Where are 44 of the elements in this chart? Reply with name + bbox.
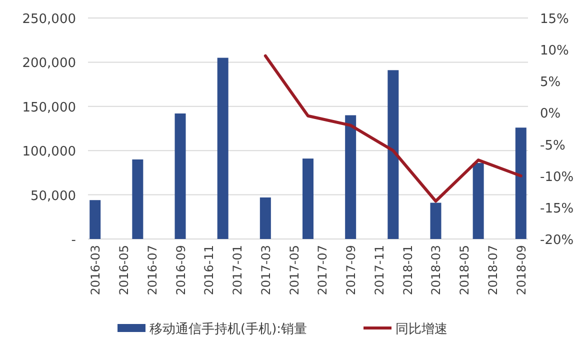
bar: [132, 159, 144, 239]
line-series: [264, 54, 522, 203]
bar: [472, 162, 484, 239]
bar: [345, 115, 356, 239]
y2-tick-label: 0%: [540, 106, 561, 122]
x-tick-label: 2018-05: [458, 245, 472, 296]
bar: [515, 128, 526, 239]
x-tick-label: 2018-07: [486, 245, 500, 296]
legend-label: 同比增速: [396, 322, 448, 337]
y-tick-label: 200,000: [22, 56, 76, 72]
x-tick-label: 2016-11: [202, 245, 216, 296]
bar: [217, 58, 228, 239]
bar: [302, 158, 314, 239]
x-tick-label: 2016-05: [116, 245, 131, 296]
y2-tick-label: 15%: [540, 12, 569, 27]
y2-tick-label: 5%: [540, 75, 561, 90]
bar: [90, 200, 101, 239]
x-tick-label: 2018-01: [400, 245, 415, 296]
x-tick-label: 2018-09: [514, 245, 528, 296]
x-tick-label: 2016-09: [174, 245, 188, 296]
y-tick-label: -: [71, 233, 76, 248]
bar: [430, 202, 442, 239]
y2-tick-label: -20%: [540, 233, 574, 248]
bar: [174, 113, 186, 239]
x-tick-label: 2016-07: [145, 245, 160, 296]
legend-label: 移动通信手持机(手机):销量: [150, 322, 308, 337]
y2-tick-label: -5%: [540, 138, 566, 154]
x-tick-label: 2017-07: [316, 245, 330, 296]
x-tick-label: 2017-09: [344, 245, 358, 296]
y2-tick-label: -10%: [540, 170, 574, 185]
y2-tick-label: 10%: [540, 44, 569, 59]
bar: [260, 197, 271, 239]
x-tick-label: 2017-01: [230, 245, 245, 296]
x-tick-label: 2017-05: [287, 245, 302, 296]
y-tick-label: 150,000: [22, 100, 76, 116]
x-tick-label: 2017-11: [372, 245, 386, 296]
x-tick-label: 2016-03: [88, 245, 103, 296]
bar: [388, 70, 399, 239]
x-tick-label: 2018-03: [429, 245, 444, 296]
x-tick-label: 2017-03: [258, 245, 273, 296]
y-tick-label: 50,000: [30, 188, 76, 204]
y-tick-label: 250,000: [22, 12, 76, 27]
y2-tick-label: -15%: [540, 201, 574, 216]
y-tick-label: 100,000: [22, 144, 76, 160]
